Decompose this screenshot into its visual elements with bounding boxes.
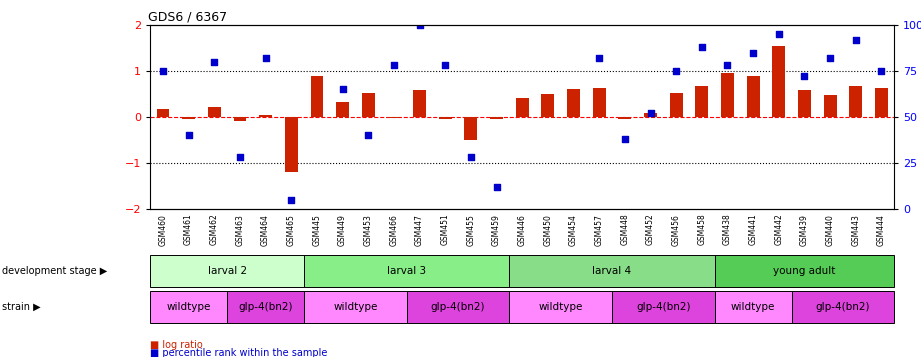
Text: larval 2: larval 2 <box>207 266 247 276</box>
Bar <box>259 115 272 117</box>
Point <box>156 68 170 74</box>
Point <box>566 19 581 24</box>
Text: glp-4(bn2): glp-4(bn2) <box>431 302 485 312</box>
Bar <box>304 291 407 323</box>
Point <box>848 37 863 42</box>
Point <box>772 31 787 37</box>
Text: development stage ▶: development stage ▶ <box>2 266 107 276</box>
Bar <box>150 255 304 287</box>
Bar <box>875 89 888 117</box>
Text: ■ log ratio: ■ log ratio <box>150 340 203 350</box>
Bar <box>208 107 221 117</box>
Bar <box>336 102 349 117</box>
Bar <box>670 93 682 117</box>
Text: strain ▶: strain ▶ <box>2 302 41 312</box>
Bar <box>362 93 375 117</box>
Bar <box>823 95 836 117</box>
Text: GDS6 / 6367: GDS6 / 6367 <box>148 11 227 24</box>
Text: glp-4(bn2): glp-4(bn2) <box>636 302 691 312</box>
Bar <box>310 76 323 117</box>
Point <box>592 55 607 61</box>
Bar <box>799 90 810 117</box>
Point <box>720 62 735 68</box>
Point <box>489 184 504 190</box>
Bar <box>849 86 862 117</box>
Bar <box>542 94 554 117</box>
Bar <box>285 117 297 172</box>
Bar <box>304 255 509 287</box>
Bar <box>618 117 631 119</box>
Bar <box>644 113 657 117</box>
Bar <box>490 117 503 119</box>
Bar <box>721 73 734 117</box>
Bar <box>407 291 509 323</box>
Point <box>181 132 196 138</box>
Bar <box>182 117 195 119</box>
Bar <box>150 291 227 323</box>
Text: larval 4: larval 4 <box>592 266 632 276</box>
Text: larval 3: larval 3 <box>387 266 426 276</box>
Text: young adult: young adult <box>774 266 835 276</box>
Bar <box>157 109 169 117</box>
Point <box>874 68 889 74</box>
Point <box>822 55 837 61</box>
Point <box>335 86 350 92</box>
Point <box>413 22 427 28</box>
Bar <box>388 117 401 118</box>
Text: glp-4(bn2): glp-4(bn2) <box>239 302 293 312</box>
Bar <box>227 291 304 323</box>
Point <box>643 110 658 116</box>
Text: wildtype: wildtype <box>167 302 211 312</box>
Point <box>797 74 811 79</box>
Bar <box>593 89 606 117</box>
Point <box>387 62 402 68</box>
Bar <box>715 291 792 323</box>
Point <box>284 197 298 202</box>
Text: wildtype: wildtype <box>539 302 583 312</box>
Bar <box>695 86 708 117</box>
Text: glp-4(bn2): glp-4(bn2) <box>816 302 870 312</box>
Point <box>233 155 248 160</box>
Bar <box>715 255 894 287</box>
Point <box>207 59 222 65</box>
Bar <box>464 117 477 140</box>
Bar <box>438 117 451 119</box>
Point <box>746 50 761 55</box>
Point <box>258 55 273 61</box>
Text: wildtype: wildtype <box>333 302 378 312</box>
Point <box>437 62 452 68</box>
Bar <box>567 89 580 117</box>
Bar <box>509 291 612 323</box>
Point <box>541 13 555 19</box>
Bar <box>773 46 786 117</box>
Point <box>617 136 632 142</box>
Bar <box>414 90 426 117</box>
Point <box>463 155 478 160</box>
Point <box>694 44 709 50</box>
Bar <box>792 291 894 323</box>
Text: wildtype: wildtype <box>731 302 775 312</box>
Text: ■ percentile rank within the sample: ■ percentile rank within the sample <box>150 348 328 357</box>
Bar <box>516 97 529 117</box>
Bar <box>509 255 715 287</box>
Bar <box>747 76 760 117</box>
Bar <box>612 291 715 323</box>
Point <box>669 68 683 74</box>
Bar <box>234 117 246 121</box>
Point <box>361 132 376 138</box>
